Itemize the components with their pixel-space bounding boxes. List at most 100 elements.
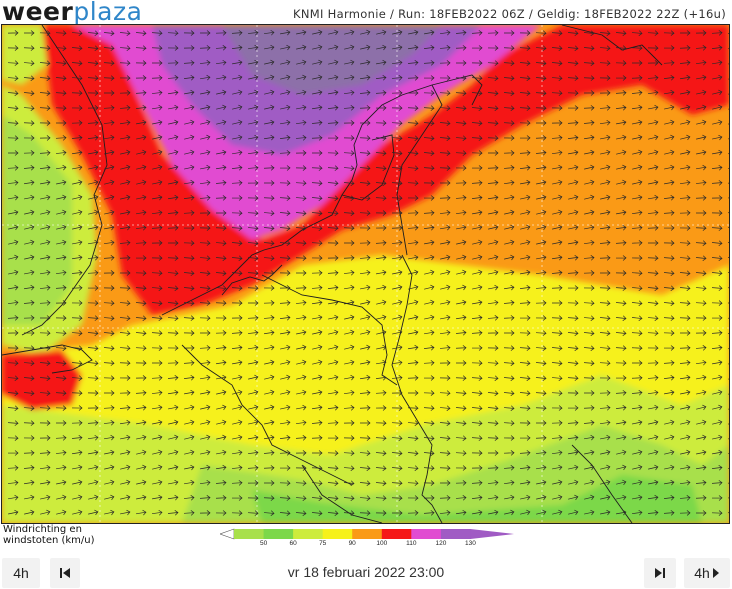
wind-arrow	[55, 149, 67, 156]
wind-arrow	[439, 329, 451, 336]
wind-arrow	[103, 375, 115, 381]
wind-arrow	[648, 149, 659, 156]
wind-arrow	[87, 285, 99, 291]
wind-arrow	[184, 434, 195, 441]
wind-arrow	[23, 120, 35, 126]
wind-arrow	[648, 240, 659, 246]
wind-arrow	[696, 449, 707, 456]
wind-arrow	[296, 404, 307, 411]
wind-arrow	[120, 209, 131, 216]
wind-arrow	[183, 494, 195, 501]
wind-arrow	[376, 314, 387, 321]
wind-arrow	[263, 240, 275, 246]
wind-arrow	[232, 449, 243, 456]
wind-arrow	[216, 104, 227, 111]
wind-arrow	[39, 105, 51, 111]
skip-to-start-button[interactable]	[50, 558, 80, 588]
wind-arrow	[359, 465, 371, 471]
wind-arrow	[23, 315, 35, 321]
skip-to-end-button[interactable]	[644, 558, 676, 588]
wind-arrow	[583, 345, 595, 351]
wind-arrow	[151, 509, 163, 516]
wind-arrow	[519, 90, 531, 96]
wind-arrow	[471, 465, 483, 471]
wind-arrow	[359, 240, 371, 246]
wind-arrow	[632, 164, 643, 171]
wind-arrow	[7, 45, 19, 51]
wind-arrow	[295, 480, 307, 486]
wind-arrow	[264, 344, 275, 351]
wind-arrow	[680, 149, 691, 156]
wind-arrow	[664, 134, 675, 141]
wind-arrow	[231, 180, 243, 186]
wind-arrow	[375, 240, 387, 246]
wind-arrow	[584, 390, 595, 396]
wind-arrow	[519, 450, 531, 456]
wind-arrow	[167, 345, 179, 351]
wind-arrow	[8, 284, 19, 291]
wind-arrow	[312, 314, 323, 321]
wind-arrow	[152, 434, 163, 441]
wind-arrow	[615, 255, 627, 261]
wind-arrow	[376, 344, 387, 351]
wind-arrow	[168, 494, 179, 501]
wind-arrow	[312, 389, 323, 396]
wind-arrow	[440, 299, 451, 306]
wind-arrow	[72, 464, 83, 471]
wind-arrow	[664, 404, 675, 411]
weerplaza-logo[interactable]: weerplaza	[2, 0, 142, 26]
wind-arrow	[120, 179, 131, 186]
wind-arrow	[151, 330, 163, 336]
wind-arrow	[696, 89, 707, 96]
wind-arrow	[327, 255, 339, 261]
wind-arrow	[360, 74, 371, 81]
wind-arrow	[247, 315, 259, 321]
wind-arrow	[168, 119, 179, 126]
step-forward-4h-button[interactable]: 4h	[684, 558, 730, 588]
step-back-4h-button[interactable]: 4h	[2, 558, 40, 588]
wind-arrow	[71, 420, 83, 426]
wind-arrow	[583, 255, 595, 261]
wind-arrow	[535, 405, 547, 411]
wind-arrow	[135, 255, 147, 261]
wind-arrow	[407, 165, 419, 171]
wind-arrow	[407, 150, 419, 156]
wind-arrow	[151, 30, 163, 36]
wind-arrow	[343, 450, 355, 456]
wind-arrow	[375, 420, 387, 426]
wind-arrow	[455, 435, 467, 441]
wind-arrow	[695, 180, 707, 186]
skip-forward-icon	[655, 568, 665, 578]
wind-arrow	[328, 89, 339, 96]
wind-arrow	[711, 195, 723, 201]
wind-arrow	[583, 60, 595, 66]
wind-arrow	[104, 464, 115, 471]
wind-arrow	[503, 165, 515, 171]
wind-arrow	[88, 239, 99, 246]
wind-arrow	[407, 195, 419, 201]
wind-arrow	[71, 90, 83, 96]
wind-gust-map[interactable]	[1, 24, 730, 524]
wind-arrow	[391, 90, 403, 96]
wind-arrow	[39, 390, 51, 396]
wind-arrow	[695, 30, 707, 36]
wind-arrow	[391, 480, 403, 486]
wind-arrow	[7, 420, 19, 426]
wind-arrow	[408, 344, 419, 351]
scale-tick-label: 60	[289, 540, 297, 547]
wind-arrow	[536, 209, 547, 216]
wind-arrow	[568, 479, 579, 486]
wind-arrow	[536, 194, 547, 201]
wind-arrow	[184, 419, 195, 426]
wind-arrow	[328, 29, 339, 36]
wind-arrow	[39, 164, 51, 171]
wind-arrow	[87, 345, 99, 351]
wind-arrow	[519, 420, 531, 426]
wind-arrow	[56, 494, 67, 501]
wind-arrow	[503, 45, 515, 51]
wind-arrow	[663, 30, 675, 36]
wind-arrow	[168, 419, 179, 426]
wind-arrow	[439, 510, 451, 516]
wind-arrow	[455, 195, 467, 201]
wind-arrow	[680, 479, 691, 486]
